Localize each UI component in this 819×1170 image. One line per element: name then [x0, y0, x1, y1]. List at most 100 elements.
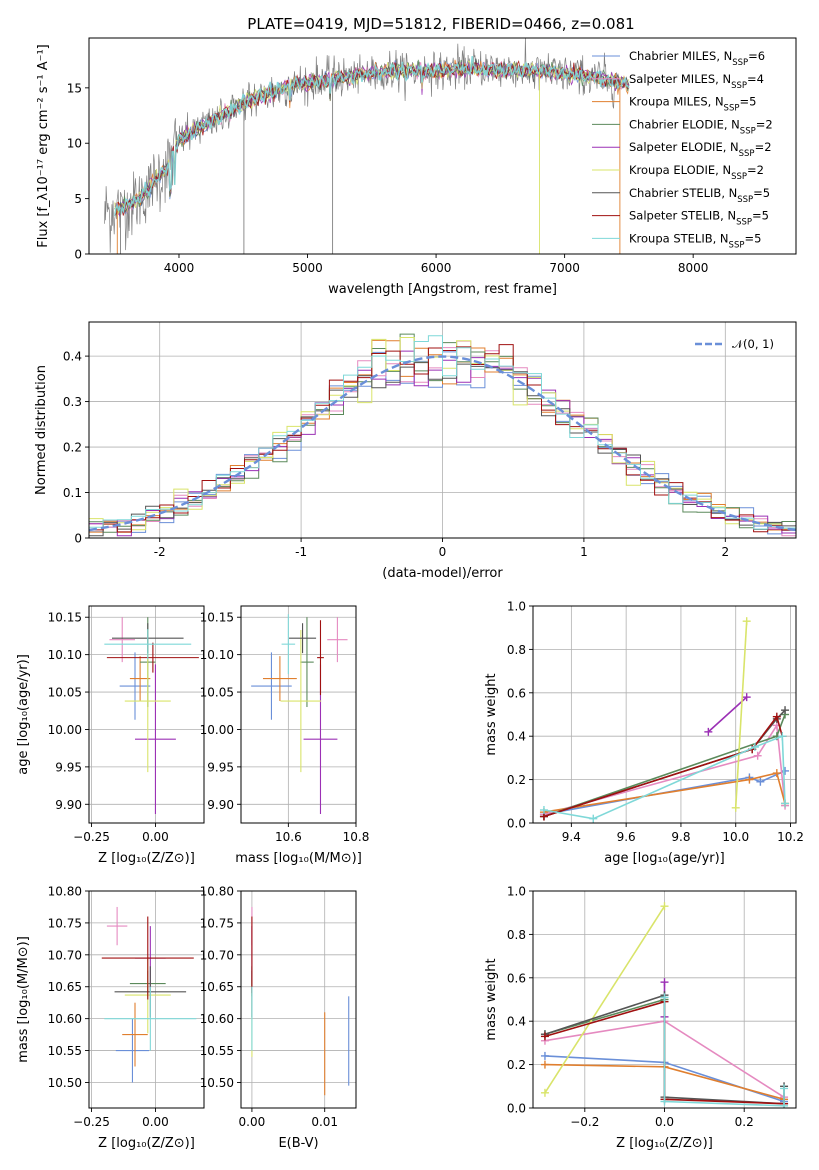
x-axis-label: wavelength [Angstrom, rest frame] — [328, 282, 557, 297]
x-tick-label: -1 — [295, 545, 307, 559]
x-tick-label: 0.00 — [142, 1115, 169, 1129]
legend-label: Salpeter ELODIE, N — [629, 140, 739, 154]
x-tick-label: 10.6 — [275, 830, 302, 844]
axes-frame — [240, 890, 357, 1109]
plus-marker — [540, 1051, 549, 1060]
y-tick-label: 0 — [74, 532, 82, 546]
y-tick-label: 10.80 — [48, 885, 82, 899]
legend-subscript: SSP — [740, 126, 756, 136]
x-tick-label: -2 — [154, 545, 166, 559]
axes-frame — [88, 605, 205, 824]
y-tick-label: 10.00 — [200, 723, 234, 737]
x-axis-label: E(B-V) — [278, 1136, 318, 1151]
x-tick-label: 5000 — [292, 261, 323, 275]
y-tick-label: 0.8 — [507, 643, 526, 657]
x-tick-label: 0 — [439, 545, 447, 559]
y-tick-label: 10.00 — [48, 723, 82, 737]
error-point-chabrier-miles — [119, 652, 151, 720]
y-axis-label: mass weight — [484, 673, 499, 755]
y-tick-label: 9.90 — [55, 798, 82, 812]
legend-label: Chabrier STELIB, N — [629, 186, 737, 200]
series-line — [543, 723, 786, 816]
plus-marker — [750, 743, 759, 752]
legend-label: Chabrier MILES, N — [629, 49, 732, 63]
legend-subscript: SSP — [737, 195, 753, 205]
y-tick-label: 1.0 — [507, 600, 526, 614]
y-tick-label: 10.50 — [200, 1076, 234, 1090]
y-tick-label: 0.0 — [507, 817, 526, 831]
plus-marker — [780, 1101, 789, 1108]
series-line — [544, 905, 666, 1094]
legend-entry-kroupa-miles: Kroupa MILES, NSSP=5 — [629, 95, 756, 114]
y-tick-label: 10.65 — [200, 980, 234, 994]
y-tick-label: 10.10 — [48, 648, 82, 662]
legend-entry-chabrier-miles: Chabrier MILES, NSSP=6 — [629, 49, 765, 68]
x-tick-label: 1 — [580, 545, 588, 559]
error-point-chabrier-elodie — [300, 617, 314, 708]
plot-area — [101, 906, 197, 1083]
series-kroupa-elodie — [540, 902, 669, 1097]
plus-marker — [660, 993, 669, 1002]
legend-entry-chabrier-stelib: Chabrier STELIB, NSSP=5 — [629, 186, 770, 205]
error-point-salpeter-miles — [109, 617, 135, 663]
y-tick-label: 9.95 — [55, 760, 82, 774]
y-tick-label: 10.55 — [48, 1044, 82, 1058]
plus-marker — [772, 712, 781, 721]
plus-marker — [731, 803, 740, 812]
error-point-kroupa-miles — [262, 656, 297, 702]
y-tick-label: 10.10 — [200, 648, 234, 662]
y-tick-label: 10.65 — [48, 980, 82, 994]
x-tick-label: −0.25 — [73, 830, 110, 844]
y-tick-label: 0.1 — [63, 486, 82, 500]
series-salpeter-elodie — [704, 693, 751, 736]
axes-frame — [88, 37, 797, 255]
x-tick-label: 9.6 — [617, 830, 636, 844]
x-tick-label: 2 — [721, 545, 729, 559]
series-kroupa-stelib — [660, 993, 789, 1108]
error-point-salpeter-miles — [327, 617, 348, 663]
axes-frame — [532, 605, 797, 824]
weight-vs-age-panel: 9.4 9.6 9.8 10.0 10.2 0.0 0.2 0.4 0.6 0.8 1.0 age [… — [484, 600, 804, 867]
error-point-salpeter-stelib — [317, 620, 324, 696]
plus-marker — [742, 693, 751, 702]
legend-subscript: SSP — [724, 104, 740, 114]
legend-label: Kroupa MILES, N — [629, 95, 724, 109]
x-tick-label: 8000 — [678, 261, 709, 275]
y-tick-label: 0 — [74, 248, 82, 262]
y-tick-label: 10.05 — [48, 686, 82, 700]
legend-suffix: =2 — [747, 163, 764, 177]
y-tick-label: 9.95 — [207, 760, 234, 774]
legend-subscript: SSP — [736, 218, 752, 228]
plot-area — [251, 906, 350, 1096]
legend-label: Salpeter STELIB, N — [629, 209, 736, 223]
series-line — [707, 696, 748, 733]
legend-subscript: SSP — [731, 81, 747, 91]
weight-vs-z-panel: −0.2 0.0 0.2 0.0 0.2 0.4 0.6 0.8 1.0 Z [log₁₀(Z/Z… — [484, 885, 797, 1151]
plus-marker — [589, 814, 598, 823]
residuals-panel: 𝒩(0, 1) -2 -1 0 1 2 0 0.1 0.2 0.3 0.4 (data-model)/… — [34, 321, 797, 581]
y-tick-label: 0.4 — [507, 730, 526, 744]
model-spectrum-chabrier-stelib — [114, 58, 630, 217]
figure-title: PLATE=0419, MJD=51812, FIBERID=0466, z=0… — [247, 15, 634, 33]
plus-marker — [745, 775, 754, 784]
plus-marker — [660, 978, 669, 987]
legend-entry-salpeter-elodie: Salpeter ELODIE, NSSP=2 — [629, 140, 772, 159]
y-tick-label: 0.0 — [507, 1102, 526, 1116]
mass-vs-z-panel: −0.25 0.00 10.50 10.55 10.60 10.65 10.70 10.75 1… — [16, 885, 205, 1151]
y-tick-label: 0.8 — [507, 928, 526, 942]
y-tick-label: 0.4 — [507, 1015, 526, 1029]
error-point-salpeter-stelib — [106, 642, 199, 673]
y-tick-label: 10.15 — [48, 611, 82, 625]
plus-marker — [781, 766, 790, 775]
legend-subscript: SSP — [732, 58, 748, 68]
y-tick-label: 15 — [67, 81, 82, 95]
y-tick-label: 10.55 — [200, 1044, 234, 1058]
x-tick-label: −0.2 — [570, 1115, 599, 1129]
x-tick-label: 6000 — [421, 261, 452, 275]
plot-area — [89, 333, 796, 538]
y-tick-label: 1.0 — [507, 885, 526, 899]
y-tick-label: 0.2 — [63, 441, 82, 455]
y-tick-label: 10.75 — [48, 916, 82, 930]
y-tick-label: 10 — [67, 137, 82, 151]
legend-subscript: SSP — [729, 240, 745, 250]
